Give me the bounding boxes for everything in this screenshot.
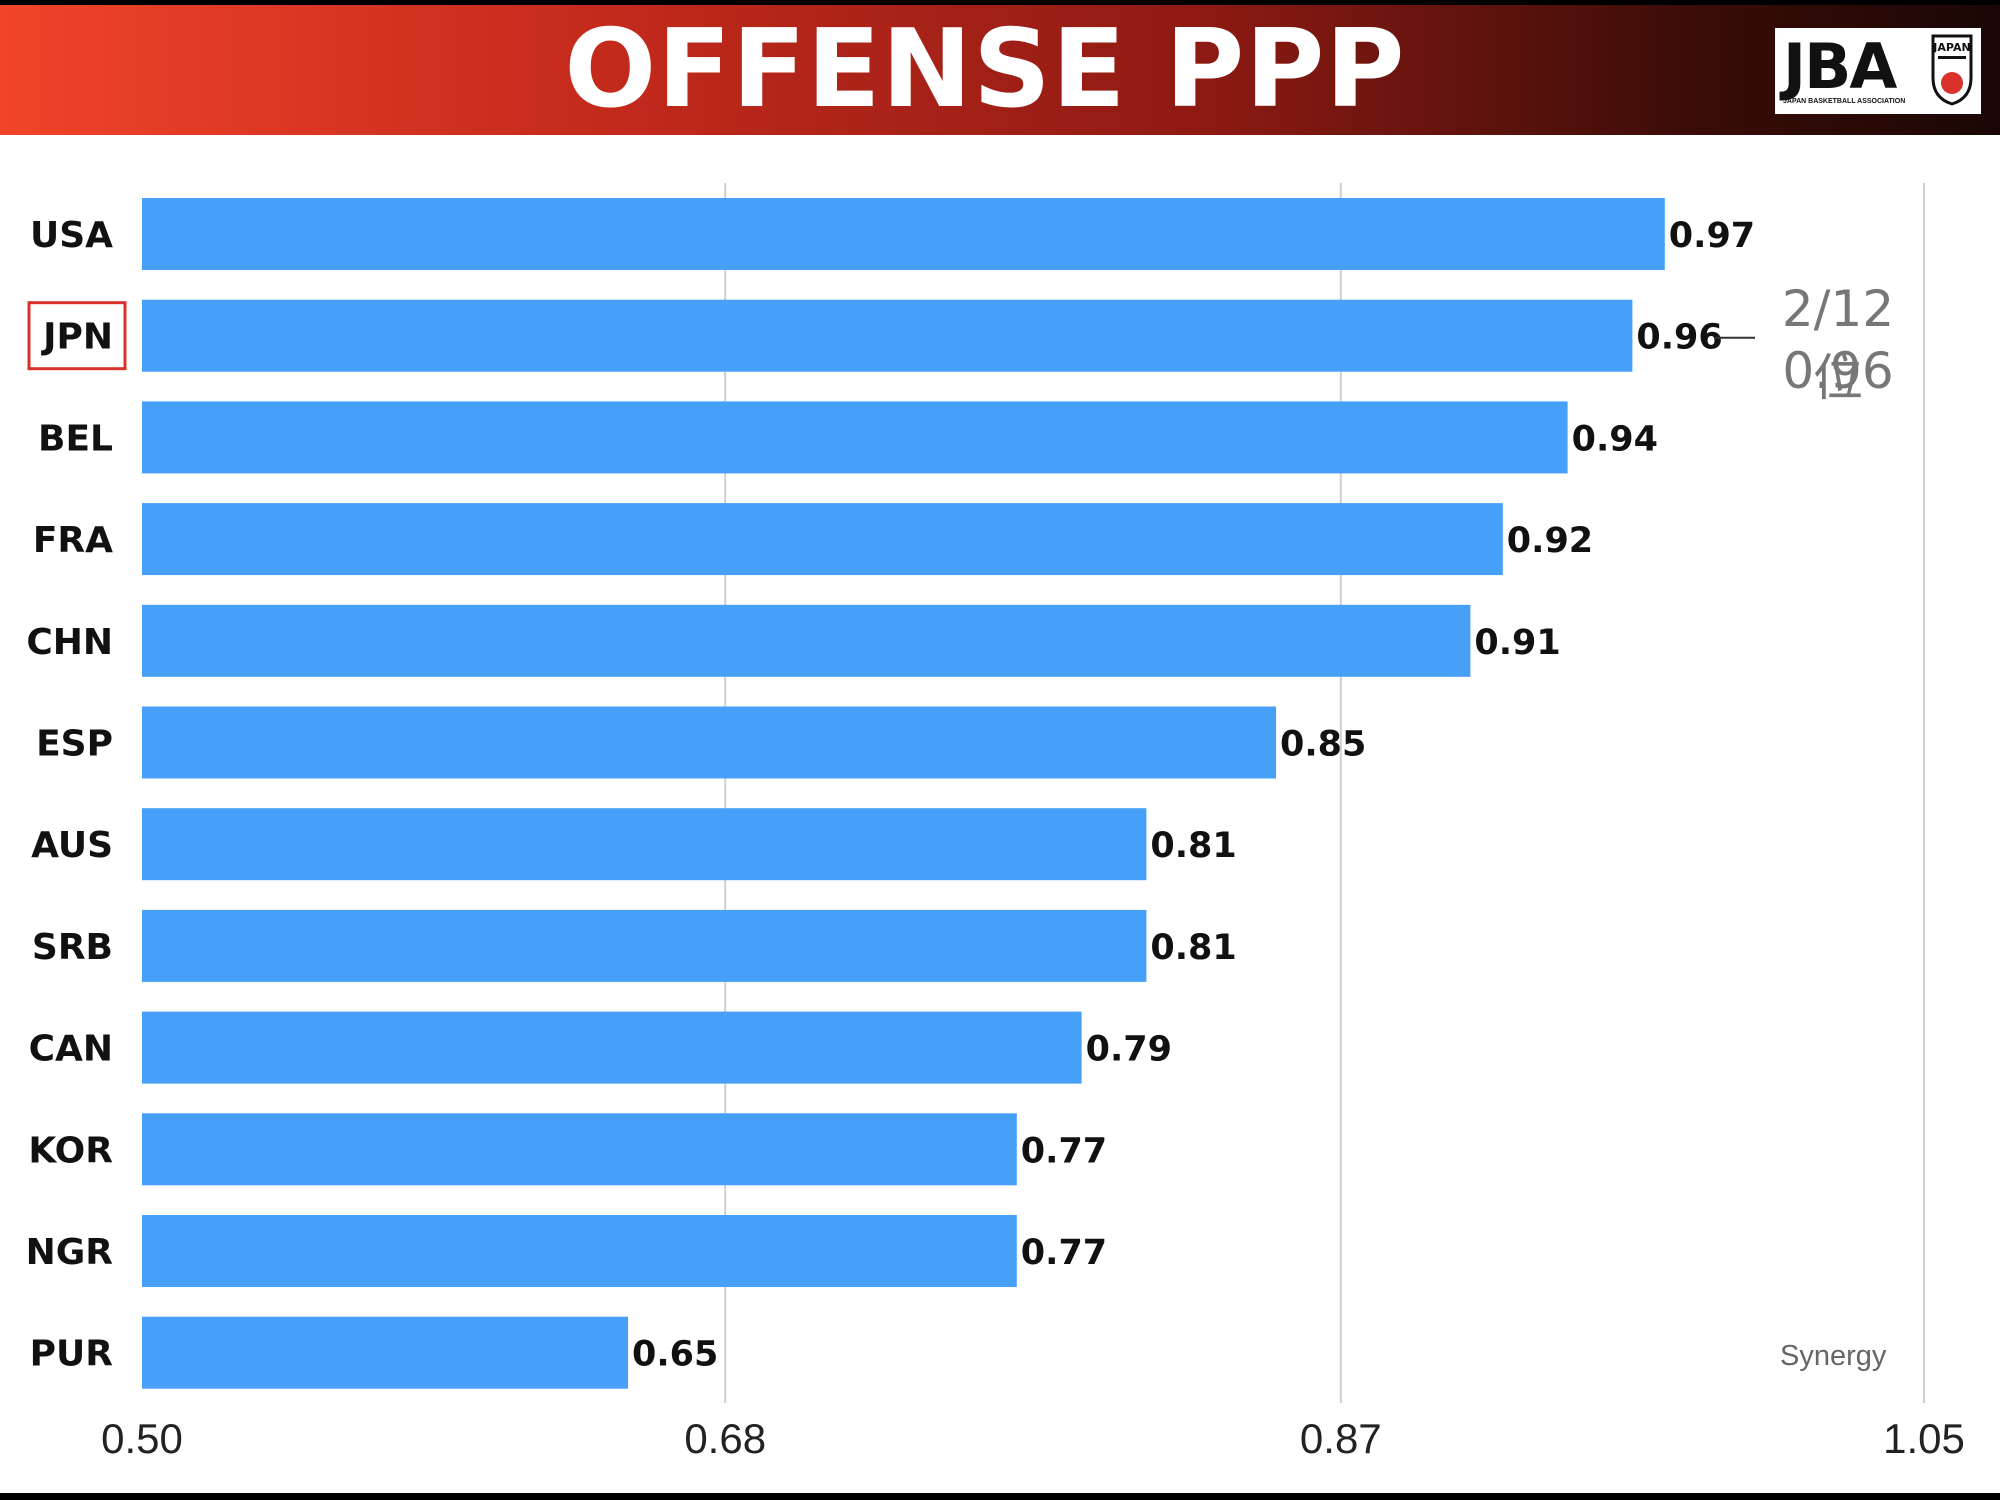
value-label: 0.96 (1636, 318, 1722, 358)
bar-usa (142, 198, 1665, 270)
bar-jpn (142, 299, 1633, 372)
bar-bel (142, 401, 1568, 474)
x-tick-label: 1.05 (1883, 1415, 1965, 1462)
category-label: NGR (26, 1232, 113, 1273)
bar-can (142, 1011, 1082, 1084)
x-tick-label: 0.50 (101, 1415, 183, 1462)
value-label: 0.77 (1021, 1233, 1107, 1273)
category-label: BEL (38, 418, 113, 459)
bar-chart: 0.50 0.68 0.87 1.05 USA 0.97 JPN 0.96 BEL 0.94 FRA… (26, 183, 1965, 1462)
value-label: 0.65 (632, 1335, 718, 1375)
value-label: 0.85 (1280, 725, 1366, 765)
category-label: FRA (33, 520, 113, 561)
x-tick-label: 0.87 (1300, 1415, 1382, 1462)
value-label: 0.97 (1669, 216, 1755, 256)
jba-logo: JBA JAPAN BASKETBALL ASSOCIATION JAPAN (1775, 28, 1981, 114)
bar-aus (142, 808, 1147, 881)
category-label: KOR (28, 1130, 113, 1171)
category-label: AUS (31, 825, 113, 866)
bar-chn (142, 604, 1471, 677)
category-label: CHN (26, 622, 113, 663)
chart-title: OFFENSE PPP (564, 7, 1406, 132)
category-label: PUR (30, 1334, 113, 1375)
bar-pur (142, 1316, 628, 1389)
category-label: USA (30, 215, 113, 256)
bar-srb (142, 909, 1147, 982)
value-label: 0.77 (1021, 1131, 1107, 1171)
logo-wordmark: JBA (1783, 30, 1897, 103)
rank-value-annotation: 0.96 (1782, 342, 1894, 400)
value-label: 0.81 (1150, 826, 1236, 866)
source-label: Synergy (1780, 1340, 1887, 1372)
category-label: CAN (29, 1029, 113, 1070)
value-label: 0.79 (1086, 1030, 1172, 1070)
highlight-box (27, 301, 127, 371)
bar-kor (142, 1113, 1017, 1186)
bar-esp (142, 706, 1276, 779)
logo-badge-text: JAPAN (1932, 41, 1970, 54)
category-label: ESP (36, 724, 113, 765)
basketball-badge-icon: JAPAN (1931, 34, 1973, 106)
category-label: JPN (40, 317, 113, 358)
category-label: SRB (32, 927, 113, 968)
x-tick-label: 0.68 (684, 1415, 766, 1462)
value-label: 0.91 (1474, 623, 1560, 663)
bar-fra (142, 503, 1503, 576)
value-label: 0.94 (1572, 419, 1658, 459)
value-label: 0.92 (1507, 521, 1593, 561)
logo-subtext: JAPAN BASKETBALL ASSOCIATION (1783, 98, 1906, 105)
rank-annotation: 2/12位 (1781, 280, 1895, 407)
value-label: 0.81 (1150, 928, 1236, 968)
chart-header: OFFENSE PPP JBA JAPAN BASKETBALL ASSOCIA… (0, 5, 2000, 135)
chart-panel: 0.50 0.68 0.87 1.05 USA 0.97 JPN 0.96 BEL 0.94 FRA… (0, 135, 2000, 1493)
bar-ngr (142, 1215, 1017, 1287)
